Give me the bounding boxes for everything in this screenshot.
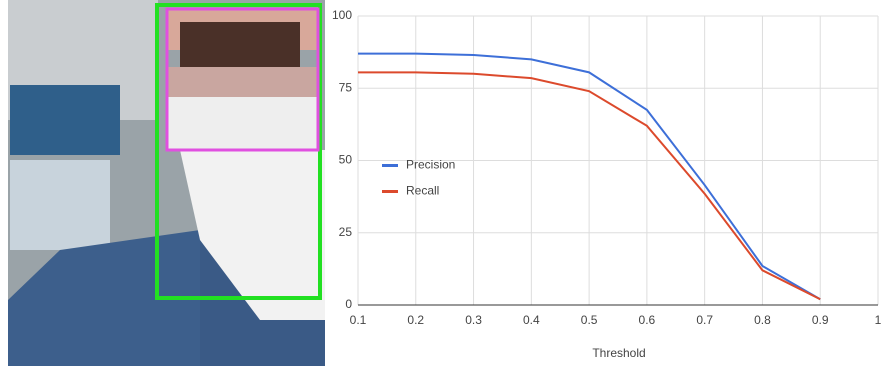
y-tick-label: 50	[339, 153, 353, 167]
x-tick-label: 0.8	[754, 313, 771, 327]
x-tick-label: 0.1	[350, 313, 367, 327]
x-axis-label: Threshold	[592, 346, 645, 360]
x-tick-label: 0.9	[812, 313, 829, 327]
y-tick-label: 100	[332, 8, 352, 22]
x-tick-label: 0.2	[407, 313, 424, 327]
legend-label: Recall	[406, 184, 439, 198]
y-tick-label: 0	[345, 297, 352, 311]
photo	[8, 0, 325, 366]
pixelated-face	[168, 97, 318, 150]
figure: Threshold 0 25 50 75 100 0.1 0.2 0.3 0.4 0.5 0.6 0.…	[0, 0, 883, 366]
y-tick-label: 25	[339, 225, 353, 239]
x-tick-label: 0.7	[696, 313, 713, 327]
x-tick-label: 1	[875, 313, 882, 327]
x-tick-label: 0.4	[523, 313, 540, 327]
equipment	[10, 85, 120, 155]
equipment	[10, 160, 110, 250]
x-tick-label: 0.3	[465, 313, 482, 327]
legend-label: Precision	[406, 158, 455, 172]
pixelated-face	[168, 67, 318, 97]
x-tick-label: 0.5	[581, 313, 598, 327]
pixelated-face	[180, 22, 300, 67]
y-tick-label: 75	[339, 80, 353, 94]
x-tick-label: 0.6	[639, 313, 656, 327]
page: {"chart_data": {"type": "line", "x_label…	[0, 0, 883, 366]
chart: Threshold 0 25 50 75 100 0.1 0.2 0.3 0.4 0.5 0.6 0.…	[332, 8, 882, 360]
